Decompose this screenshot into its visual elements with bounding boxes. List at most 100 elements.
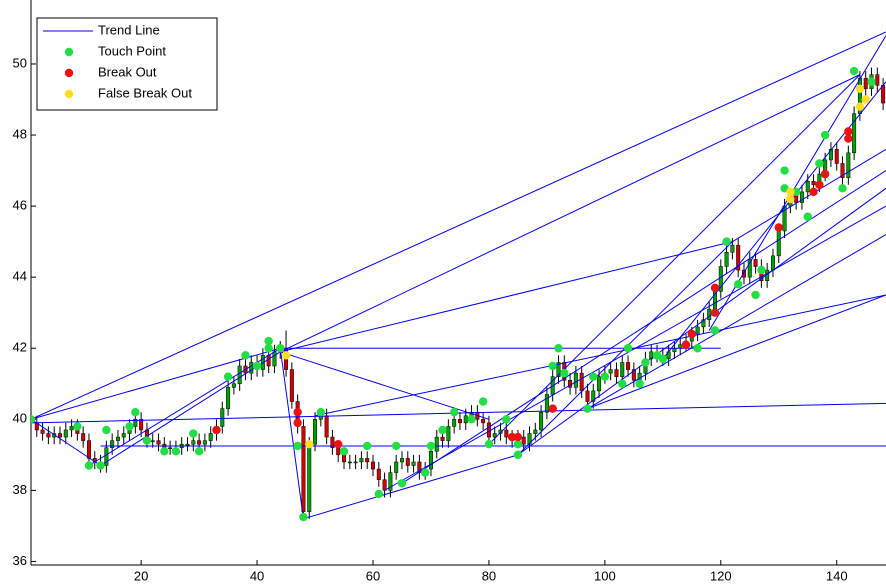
candle-body [57,433,62,438]
marker-point [844,127,853,136]
candle-body [556,362,561,377]
marker-point [438,425,447,435]
marker-point [710,308,720,317]
marker-point [299,512,308,522]
marker-point [31,415,36,424]
candle-body [353,461,358,464]
legend: Trend Line Touch Point Break Out False Brea… [36,17,218,111]
marker-point [815,159,824,168]
marker-point [374,489,383,499]
marker-point [641,358,650,367]
marker-point [774,223,783,232]
legend-label: False Break Out [98,85,192,100]
y-tick-label: 48 [13,126,27,141]
candle-body [527,433,532,445]
marker-point [363,441,372,451]
candle-body [139,419,144,431]
marker-point [589,372,598,381]
candle-body [747,259,752,278]
candle-body [498,429,503,434]
marker-point [560,368,569,378]
candle-body [115,436,120,441]
marker-point [623,344,633,353]
y-tick-label: 50 [13,55,27,70]
marker-point [420,468,430,477]
legend-label: Trend Line [98,22,160,37]
candle-body [249,362,254,374]
candle-body [330,436,335,448]
marker-point [687,329,697,339]
marker-point [293,408,302,417]
candle-body [220,408,225,427]
candle-body [452,419,457,427]
marker-point [223,372,233,381]
candle-body [231,383,236,388]
candle-body [336,447,341,456]
marker-point [751,290,760,300]
x-tick-label: 40 [250,568,264,583]
y-tick-label: 38 [13,482,27,497]
marker-point [73,422,82,431]
candle-body [579,372,584,392]
candle-body [365,458,370,463]
marker-point [861,95,870,104]
marker-point [844,134,853,143]
candle-body [533,429,538,434]
candle-body [695,326,700,335]
marker-point [513,439,523,449]
marker-point [548,404,557,413]
candle-body [272,351,277,367]
candle-body [881,85,886,104]
candle-body [197,440,202,445]
candle-body [846,152,851,178]
marker-point [171,447,181,456]
candle-body [63,429,68,438]
trend-line [488,74,861,445]
marker-point [131,408,140,417]
trend-line [732,148,886,243]
marker-point [426,441,436,451]
candle-body [614,369,619,377]
plot-area [31,31,886,522]
candle-body [388,472,393,491]
candle-body [585,390,590,402]
trend-line [314,294,886,417]
marker-point [710,326,720,335]
candle-body [202,440,207,445]
marker-point [733,280,743,289]
x-tick-label: 60 [366,568,380,583]
marker-point [548,361,557,371]
candle-body [371,461,375,470]
marker-point [397,479,407,488]
marker-point [693,344,702,353]
marker-point [681,340,691,349]
marker-point [600,372,610,381]
candle-body [678,344,683,349]
candle-body [86,440,91,459]
trend-line [401,170,886,484]
candle-body [104,447,109,466]
candle-body [40,429,45,434]
candle-body [307,443,312,512]
legend-label: Break Out [98,64,157,79]
candle-body [376,468,381,480]
candle-body [852,113,857,154]
candle-body [133,419,138,427]
marker-point [391,441,401,451]
x-tick-label: 80 [482,568,496,583]
marker-point [264,336,273,346]
candle-body [799,191,804,203]
marker-point [513,450,523,460]
candle-body [481,419,486,424]
candle-body [573,372,578,388]
x-tick-label: 140 [826,568,848,583]
candle-body [81,433,86,441]
marker-point [722,237,731,246]
candle-body [394,461,399,473]
x-tick-label: 120 [710,568,732,583]
candle-body [399,458,404,463]
y-tick-label: 44 [13,269,27,284]
marker-point [820,169,830,179]
candle-body [191,440,196,445]
y-tick-label: 40 [13,411,27,426]
